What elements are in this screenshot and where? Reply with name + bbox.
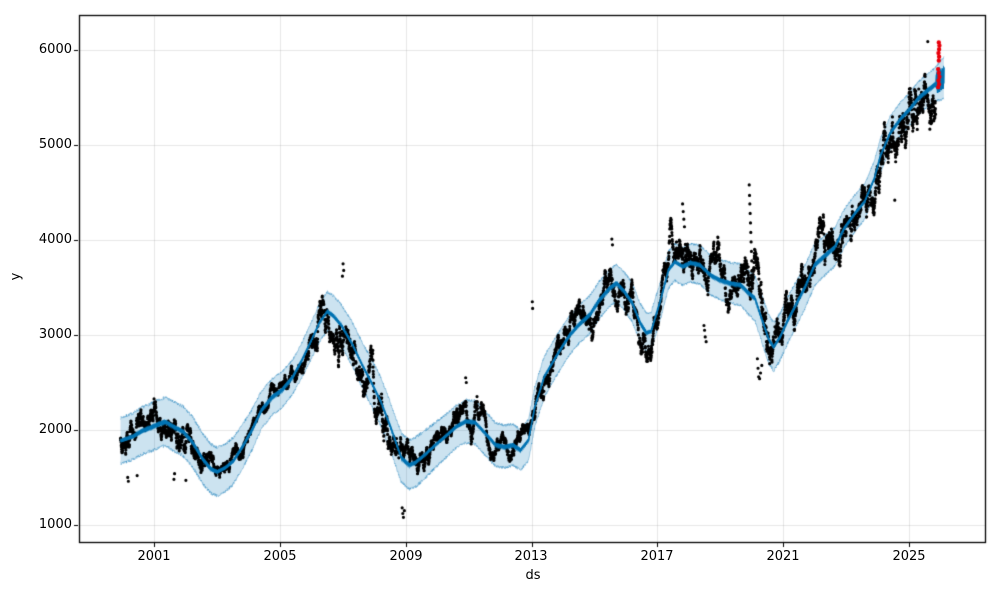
y-tick-label: 6000 [38,42,72,57]
x-tick-label: 2021 [766,549,800,564]
x-tick-label: 2005 [263,549,297,564]
x-tick-label: 2009 [389,549,423,564]
x-axis-label: ds [525,568,541,583]
x-tick-label: 2017 [640,549,674,564]
x-tick-label: 2013 [514,549,548,564]
y-tick-label: 3000 [38,327,72,342]
y-axis-label: y [8,272,24,281]
x-tick-label: 2025 [892,549,926,564]
y-tick-label: 2000 [38,422,72,437]
y-tick-label: 1000 [38,517,72,532]
y-tick-label: 4000 [38,232,72,247]
x-tick-label: 2001 [137,549,171,564]
y-tick-label: 5000 [38,137,72,152]
